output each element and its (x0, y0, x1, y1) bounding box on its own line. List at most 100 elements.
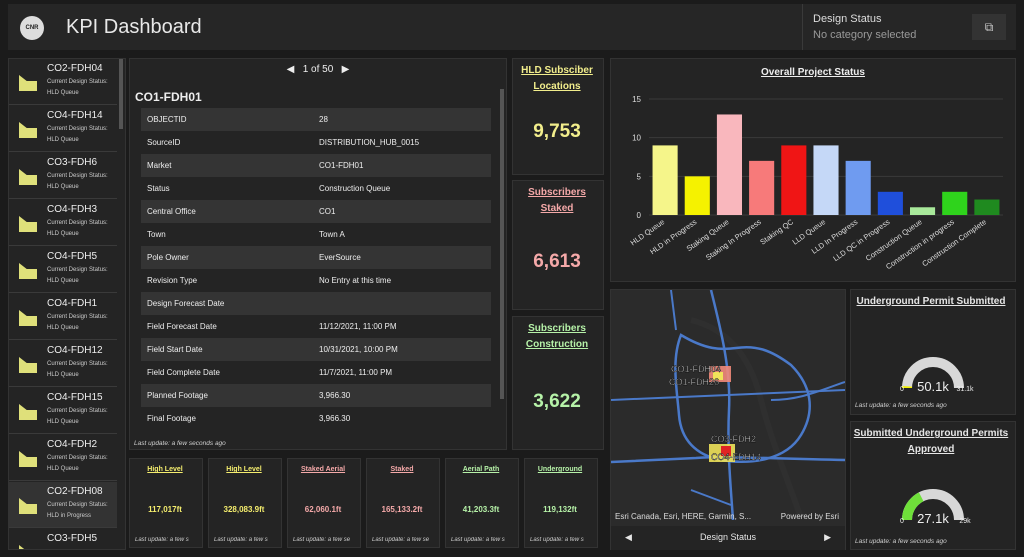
mini-last-update: Last update: a few se (372, 537, 430, 543)
field-value: Town A (319, 230, 345, 239)
list-item-status-label: Current Design Status: (47, 502, 108, 508)
y-tick-label: 5 (637, 172, 642, 181)
field-name: Field Complete Date (147, 368, 220, 377)
field-name: Planned Footage (147, 391, 208, 400)
map-powered-by: Powered by Esri (780, 512, 839, 521)
ring-road (674, 333, 811, 463)
next-icon[interactable]: ▶ (341, 64, 350, 75)
bar[interactable] (877, 191, 903, 215)
list-item-name: CO4-FDH15 (47, 392, 103, 403)
record-title: CO1-FDH01 (135, 90, 202, 104)
mini-indicator: Underground 119,132ft Last update: a few… (524, 458, 598, 548)
bar[interactable] (845, 160, 871, 215)
map-canvas[interactable]: CO1-FDH04 CO1-FDH26 CO3-FDH2 CO4-FDH14 (610, 289, 846, 521)
list-item[interactable]: CO4-FDH2 Current Design Status: HLD Queu… (9, 435, 117, 481)
mini-value: 119,132ft (543, 505, 577, 514)
list-item[interactable]: CO4-FDH15 Current Design Status: HLD Que… (9, 388, 117, 434)
map-nav-label: Design Status (699, 532, 757, 542)
list-item[interactable]: CO4-FDH14 Current Design Status: HLD Que… (9, 106, 117, 152)
field-name: Revision Type (147, 276, 198, 285)
list-item-status: HLD Queue (47, 466, 79, 472)
field-value: CO1-FDH01 (319, 161, 364, 170)
prev-icon[interactable]: ◀ (625, 532, 632, 542)
details-last-update: Last update: a few seconds ago (134, 440, 226, 447)
list-item-name: CO4-FDH12 (47, 345, 103, 356)
gauge-last-update: Last update: a few seconds ago (855, 538, 947, 545)
chart-title: Overall Project Status (761, 67, 865, 78)
table-row: Design Forecast Date (141, 292, 491, 315)
polygon-icon-base (19, 457, 37, 467)
design-status-selector[interactable]: Design Status No category selected ⧉ (802, 4, 1016, 50)
mini-last-update: Last update: a few s (451, 537, 505, 543)
list-item[interactable]: CO3-FDH6 Current Design Status: HLD Queu… (9, 153, 117, 199)
polygon-icon-base (19, 504, 37, 514)
next-icon[interactable]: ▶ (824, 532, 831, 542)
indicator-title: Subscribers Staked (528, 187, 586, 214)
list-item[interactable]: CO4-FDH1 Current Design Status: HLD Queu… (9, 294, 117, 340)
map-panel[interactable]: CO1-FDH04 CO1-FDH26 CO3-FDH2 CO4-FDH14 E… (610, 289, 846, 550)
gauge-value: 27.1k (917, 511, 949, 526)
gauge-title: Submitted Underground Permits Approved (853, 428, 1009, 455)
list-item[interactable]: CO4-FDH5 Current Design Status: HLD Queu… (9, 247, 117, 293)
bar[interactable] (942, 191, 968, 215)
bar[interactable] (716, 114, 743, 215)
mini-title: Underground (537, 466, 583, 473)
list-item-status-label: Current Design Status: (47, 126, 108, 132)
x-tick-label: LLD QC in Progress (831, 217, 891, 263)
field-name: SourceID (147, 138, 181, 147)
list-scrollbar[interactable] (119, 59, 123, 129)
table-row: Revision Type No Entry at this time (141, 269, 491, 292)
field-name: Status (147, 184, 170, 193)
list-item-status-label: Current Design Status: (47, 455, 108, 461)
field-name: Market (147, 161, 172, 170)
design-status-value: No category selected (813, 29, 917, 41)
mini-title: Aerial Path (462, 466, 500, 473)
list-item-name: CO3-FDH5 (47, 533, 98, 544)
map-attribution: Esri Canada, Esri, HERE, Garmin, S... (615, 512, 752, 521)
list-item[interactable]: CO4-FDH3 Current Design Status: HLD Queu… (9, 200, 117, 246)
bar[interactable] (749, 160, 775, 215)
list-item-status-label: Current Design Status: (47, 173, 108, 179)
list-item-name: CO4-FDH5 (47, 251, 98, 262)
header-bar: CNR KPI Dashboard Design Status No categ… (8, 4, 1016, 50)
list-item[interactable]: CO3-FDH5 (9, 529, 117, 549)
list-item-status-label: Current Design Status: (47, 220, 108, 226)
mini-indicator: Aerial Path 41,203.3ft Last update: a fe… (445, 458, 519, 548)
indicator-title: HLD Subsciber Locations (521, 65, 593, 92)
bar[interactable] (684, 176, 710, 215)
fdh-list: CO2-FDH04 Current Design Status: HLD Que… (8, 58, 126, 550)
mini-value: 328,083.9ft (223, 505, 265, 514)
highway-ew (610, 455, 846, 464)
pager: ◀ 1 of 50 ▶ (130, 64, 506, 75)
details-scrollbar[interactable] (500, 89, 504, 399)
field-name: Pole Owner (147, 253, 189, 262)
list-item-status-label: Current Design Status: (47, 361, 108, 367)
map-label: CO1-FDH04 (671, 364, 721, 374)
list-item-name: CO2-FDH04 (47, 63, 103, 74)
bar[interactable] (652, 145, 678, 215)
map-label: CO3-FDH2 (711, 434, 756, 444)
list-item[interactable]: CO4-FDH12 Current Design Status: HLD Que… (9, 341, 117, 387)
list-item[interactable]: CO2-FDH04 Current Design Status: HLD Que… (9, 59, 117, 105)
mini-indicator: High Level 117,017ft Last update: a few … (129, 458, 203, 548)
x-tick-label: Staking QC (758, 217, 795, 247)
table-row: Central Office CO1 (141, 200, 491, 223)
field-name: Final Footage (147, 414, 196, 423)
table-row: Planned Footage 3,966.30 (141, 384, 491, 407)
polygon-icon-base (19, 410, 37, 420)
gauge-chart: 0 50.1k 31.1k (900, 357, 974, 394)
table-row: Status Construction Queue (141, 177, 491, 200)
bar[interactable] (974, 199, 1000, 215)
bar[interactable] (813, 145, 839, 215)
bar[interactable] (781, 145, 807, 215)
list-item[interactable]: CO2-FDH08 Current Design Status: HLD in … (9, 482, 117, 528)
bar[interactable] (909, 207, 936, 215)
attribute-table: OBJECTID 28 SourceID DISTRIBUTION_HUB_0015 M… (141, 108, 491, 430)
table-row: Field Forecast Date 11/12/2021, 11:00 PM (141, 315, 491, 338)
polygon-icon-base (19, 269, 37, 279)
list-item-status: HLD Queue (47, 325, 79, 331)
list-item-status: HLD Queue (47, 278, 79, 284)
external-link-icon[interactable]: ⧉ (972, 14, 1006, 40)
mini-title: High Level (147, 466, 183, 473)
prev-icon[interactable]: ◀ (286, 64, 295, 75)
